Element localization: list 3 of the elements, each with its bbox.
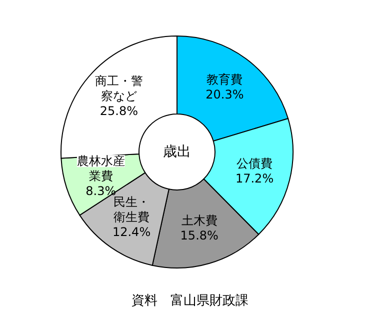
slice-label: 農林水産業費 xyxy=(76,154,125,184)
text: 資料 富山県財政課 xyxy=(132,292,248,309)
text: 歳出 xyxy=(163,144,191,160)
